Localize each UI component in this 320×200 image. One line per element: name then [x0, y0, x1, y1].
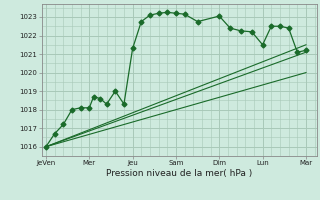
X-axis label: Pression niveau de la mer( hPa ): Pression niveau de la mer( hPa ): [106, 169, 252, 178]
